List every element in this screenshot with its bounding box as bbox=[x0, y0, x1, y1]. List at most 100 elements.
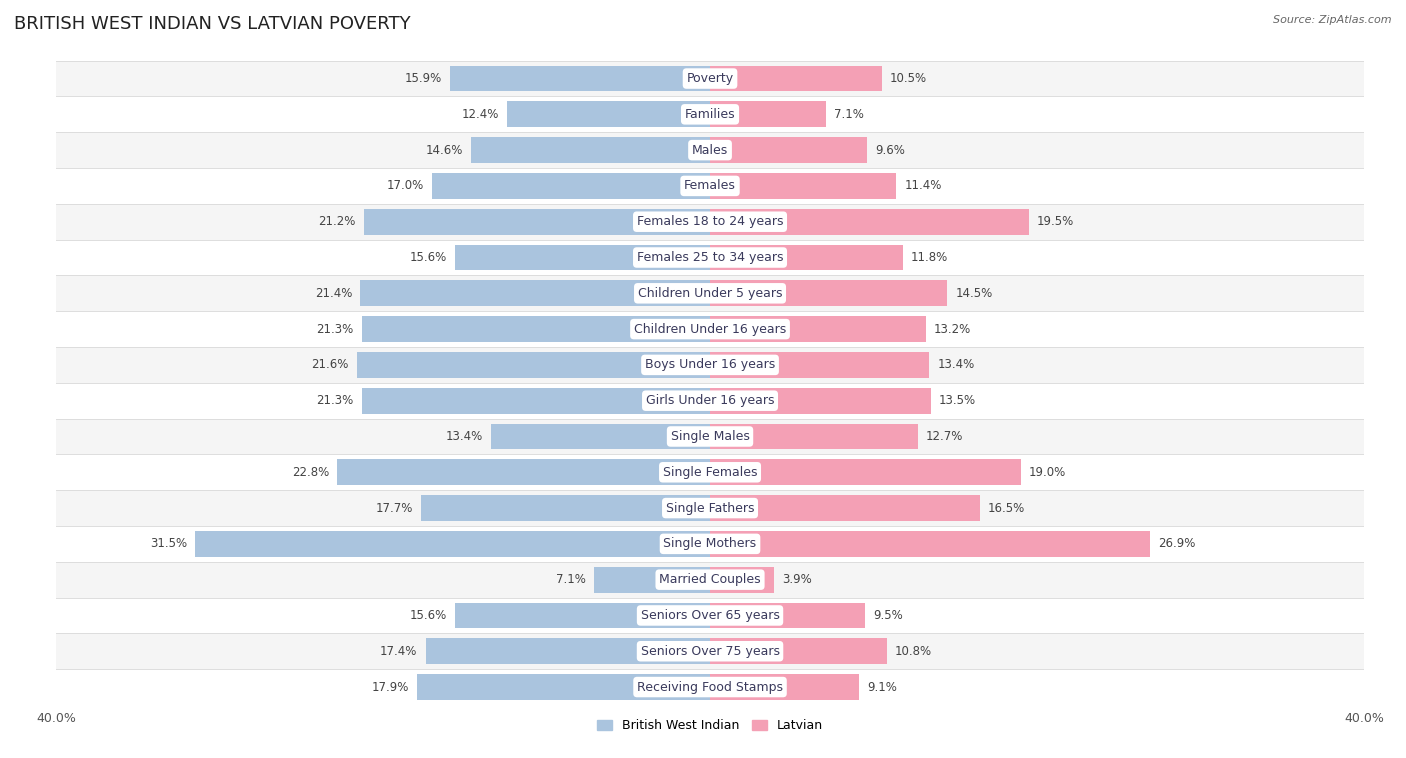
Bar bbox=[710, 280, 948, 306]
Bar bbox=[456, 245, 710, 271]
Bar bbox=[56, 168, 1364, 204]
Text: 21.3%: 21.3% bbox=[316, 394, 354, 407]
Text: 13.5%: 13.5% bbox=[939, 394, 976, 407]
Bar bbox=[56, 562, 1364, 597]
Text: 15.6%: 15.6% bbox=[409, 609, 447, 622]
Text: 21.3%: 21.3% bbox=[316, 323, 354, 336]
Bar bbox=[56, 61, 1364, 96]
Text: 16.5%: 16.5% bbox=[988, 502, 1025, 515]
Text: 12.4%: 12.4% bbox=[461, 108, 499, 121]
Text: 19.0%: 19.0% bbox=[1029, 465, 1066, 479]
Text: Seniors Over 75 years: Seniors Over 75 years bbox=[641, 645, 779, 658]
Text: 17.4%: 17.4% bbox=[380, 645, 418, 658]
Text: 10.5%: 10.5% bbox=[890, 72, 927, 85]
Text: 19.5%: 19.5% bbox=[1038, 215, 1074, 228]
Bar bbox=[450, 66, 710, 92]
Bar bbox=[361, 316, 710, 342]
Bar bbox=[56, 347, 1364, 383]
Text: 17.0%: 17.0% bbox=[387, 180, 425, 193]
Bar bbox=[56, 418, 1364, 454]
Bar bbox=[56, 669, 1364, 705]
Text: 17.7%: 17.7% bbox=[375, 502, 412, 515]
Text: Single Females: Single Females bbox=[662, 465, 758, 479]
Bar bbox=[456, 603, 710, 628]
Bar bbox=[56, 597, 1364, 634]
Text: 14.6%: 14.6% bbox=[426, 143, 463, 157]
Text: Receiving Food Stamps: Receiving Food Stamps bbox=[637, 681, 783, 694]
Text: 17.9%: 17.9% bbox=[373, 681, 409, 694]
Text: 9.1%: 9.1% bbox=[868, 681, 897, 694]
Bar bbox=[471, 137, 710, 163]
Text: 15.6%: 15.6% bbox=[409, 251, 447, 264]
Bar bbox=[56, 634, 1364, 669]
Text: 21.6%: 21.6% bbox=[312, 359, 349, 371]
Bar bbox=[710, 66, 882, 92]
Bar bbox=[710, 102, 827, 127]
Text: 14.5%: 14.5% bbox=[955, 287, 993, 300]
Text: 22.8%: 22.8% bbox=[292, 465, 329, 479]
Text: 9.5%: 9.5% bbox=[873, 609, 903, 622]
Text: Children Under 16 years: Children Under 16 years bbox=[634, 323, 786, 336]
Bar bbox=[710, 245, 903, 271]
Bar bbox=[56, 240, 1364, 275]
Legend: British West Indian, Latvian: British West Indian, Latvian bbox=[592, 714, 828, 738]
Bar bbox=[710, 459, 1021, 485]
Text: Girls Under 16 years: Girls Under 16 years bbox=[645, 394, 775, 407]
Text: 13.2%: 13.2% bbox=[934, 323, 972, 336]
Text: Males: Males bbox=[692, 143, 728, 157]
Bar bbox=[432, 173, 710, 199]
Bar bbox=[56, 490, 1364, 526]
Bar bbox=[710, 674, 859, 700]
Bar bbox=[710, 173, 897, 199]
Text: Females: Females bbox=[685, 180, 735, 193]
Bar bbox=[360, 280, 710, 306]
Text: Families: Families bbox=[685, 108, 735, 121]
Bar bbox=[593, 567, 710, 593]
Bar bbox=[710, 567, 773, 593]
Text: 15.9%: 15.9% bbox=[405, 72, 441, 85]
Text: 21.2%: 21.2% bbox=[318, 215, 356, 228]
Text: Single Mothers: Single Mothers bbox=[664, 537, 756, 550]
Text: Children Under 5 years: Children Under 5 years bbox=[638, 287, 782, 300]
Text: 12.7%: 12.7% bbox=[925, 430, 963, 443]
Text: 11.8%: 11.8% bbox=[911, 251, 948, 264]
Text: Females 18 to 24 years: Females 18 to 24 years bbox=[637, 215, 783, 228]
Bar bbox=[56, 383, 1364, 418]
Bar bbox=[710, 137, 868, 163]
Text: 7.1%: 7.1% bbox=[555, 573, 586, 586]
Bar bbox=[56, 312, 1364, 347]
Bar bbox=[710, 603, 865, 628]
Text: 13.4%: 13.4% bbox=[938, 359, 974, 371]
Bar bbox=[420, 495, 710, 521]
Bar bbox=[56, 526, 1364, 562]
Text: 31.5%: 31.5% bbox=[150, 537, 187, 550]
Text: Females 25 to 34 years: Females 25 to 34 years bbox=[637, 251, 783, 264]
Bar bbox=[710, 424, 918, 449]
Bar bbox=[56, 132, 1364, 168]
Text: 13.4%: 13.4% bbox=[446, 430, 482, 443]
Text: 7.1%: 7.1% bbox=[834, 108, 865, 121]
Bar bbox=[364, 208, 710, 235]
Text: Married Couples: Married Couples bbox=[659, 573, 761, 586]
Bar bbox=[361, 388, 710, 414]
Text: 10.8%: 10.8% bbox=[894, 645, 932, 658]
Text: 3.9%: 3.9% bbox=[782, 573, 811, 586]
Bar bbox=[710, 388, 931, 414]
Bar bbox=[710, 531, 1150, 556]
Bar bbox=[508, 102, 710, 127]
Text: Source: ZipAtlas.com: Source: ZipAtlas.com bbox=[1274, 15, 1392, 25]
Text: Single Males: Single Males bbox=[671, 430, 749, 443]
Bar bbox=[418, 674, 710, 700]
Bar bbox=[195, 531, 710, 556]
Bar bbox=[710, 352, 929, 377]
Text: 21.4%: 21.4% bbox=[315, 287, 352, 300]
Bar bbox=[710, 316, 925, 342]
Text: Single Fathers: Single Fathers bbox=[666, 502, 754, 515]
Bar bbox=[56, 454, 1364, 490]
Text: Poverty: Poverty bbox=[686, 72, 734, 85]
Bar bbox=[710, 638, 887, 664]
Text: Seniors Over 65 years: Seniors Over 65 years bbox=[641, 609, 779, 622]
Bar bbox=[56, 204, 1364, 240]
Bar bbox=[491, 424, 710, 449]
Bar bbox=[426, 638, 710, 664]
